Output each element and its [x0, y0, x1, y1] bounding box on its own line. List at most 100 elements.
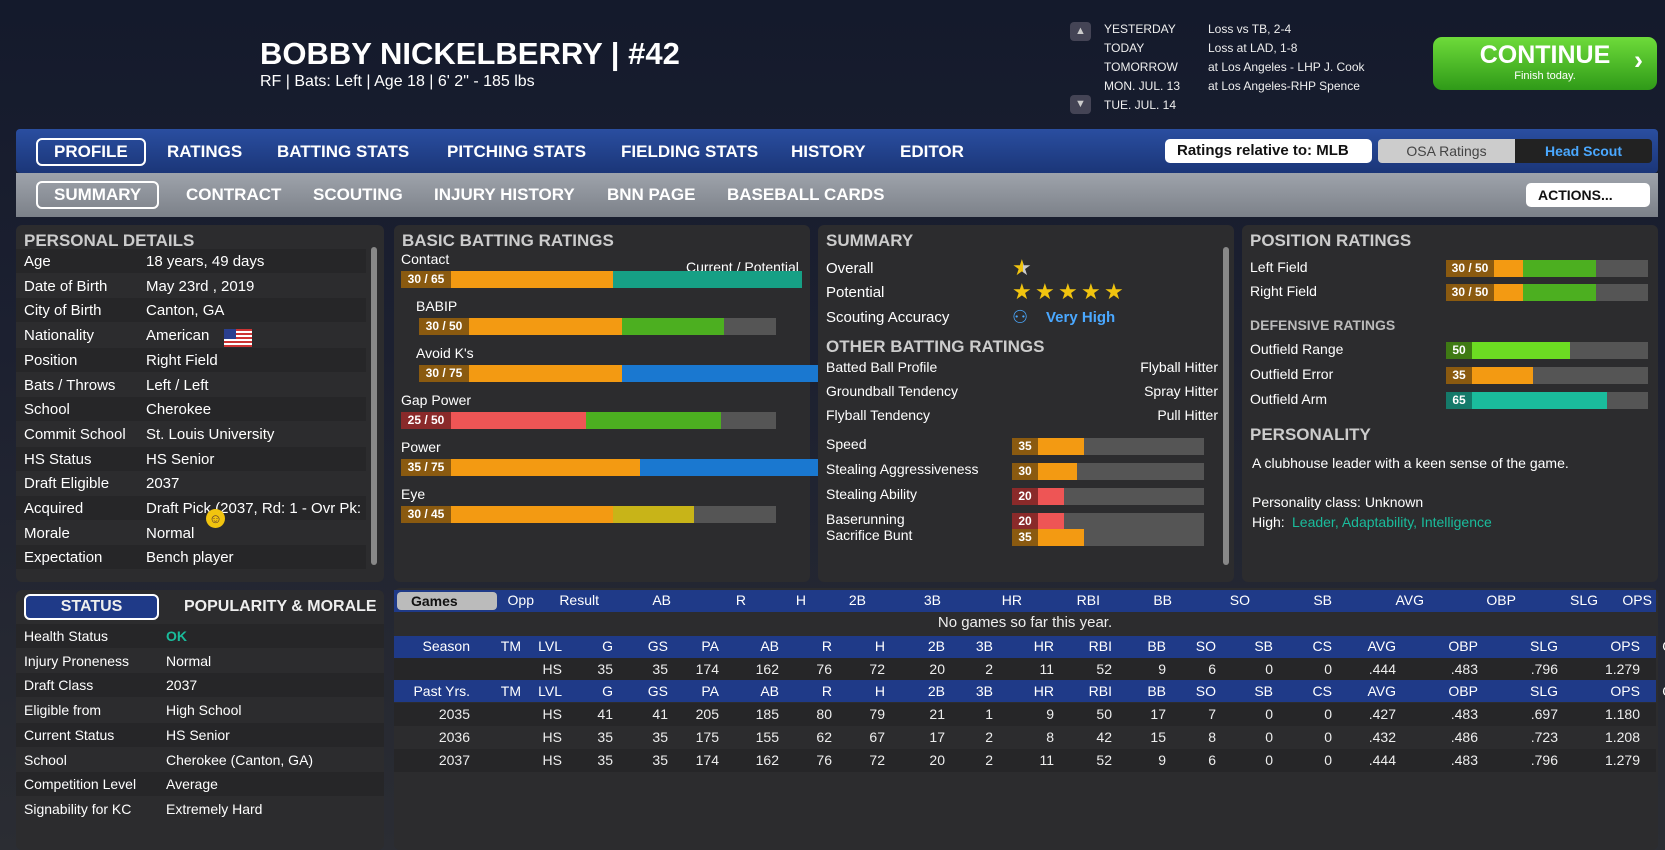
table-cell: .483 — [1450, 661, 1478, 677]
column-header: RBI — [1076, 592, 1100, 608]
tab-status[interactable]: STATUS — [24, 594, 159, 620]
table-row — [394, 726, 1656, 749]
tab-contract[interactable]: CONTRACT — [186, 185, 282, 204]
star-icon: ★ — [1081, 279, 1101, 304]
table-cell: .796 — [1530, 752, 1558, 768]
detail-value: 18 years, 49 days — [146, 253, 265, 270]
column-header: TM — [500, 683, 521, 699]
detail-value: Cherokee — [146, 401, 212, 419]
main-nav: PROFILE RATINGS BATTING STATS PITCHING S… — [16, 129, 1658, 173]
table-cell: .486 — [1450, 729, 1478, 745]
column-header: SB — [1254, 638, 1273, 654]
table-cell: 79 — [869, 706, 885, 722]
table-cell: HS — [542, 661, 562, 677]
player-name: BOBBY NICKELBERRY | #42 — [260, 36, 680, 71]
table-cell: 2035 — [438, 706, 470, 722]
table-cell: 35 — [597, 661, 613, 677]
games-select[interactable]: Games — [397, 592, 497, 610]
rating-value: 30 / 45 — [401, 506, 451, 523]
table-cell: HS — [542, 706, 562, 722]
tab-editor[interactable]: EDITOR — [900, 142, 964, 161]
table-cell: .723 — [1530, 729, 1558, 745]
rating-label: Eye — [401, 486, 426, 502]
tab-bnn-page[interactable]: BNN PAGE — [607, 185, 696, 204]
tab-pitching-stats[interactable]: PITCHING STATS — [447, 142, 587, 161]
rating-label: Gap Power — [401, 392, 472, 408]
tab-popularity-morale[interactable]: POPULARITY & MORALE — [184, 598, 377, 615]
table-cell: .483 — [1450, 706, 1478, 722]
table-cell: 0 — [1324, 661, 1332, 677]
detail-label: HS Status — [24, 450, 92, 468]
table-row — [16, 772, 384, 797]
current-bar — [469, 365, 623, 382]
scrollbar[interactable] — [371, 247, 377, 565]
detail-value: Draft Pick (2037, Rd: 1 - Ovr Pk: — [146, 500, 361, 517]
rating-value: 65 — [1446, 392, 1472, 409]
column-header: GS — [647, 683, 668, 699]
rating-value: Flyball Hitter — [1140, 359, 1218, 375]
column-header: RBI — [1088, 683, 1112, 699]
table-cell: 7 — [1208, 706, 1216, 722]
tab-batting-stats[interactable]: BATTING STATS — [277, 142, 410, 161]
table-row — [16, 520, 366, 545]
head-scout-toggle[interactable]: Head Scout — [1515, 139, 1652, 163]
tab-history[interactable]: HISTORY — [791, 142, 866, 161]
position-ratings-title: POSITION RATINGS — [1250, 231, 1412, 250]
table-cell: 72 — [869, 752, 885, 768]
table-cell: 11 — [1039, 661, 1054, 677]
scrollbar[interactable] — [1223, 247, 1229, 565]
table-cell: 185 — [755, 706, 779, 722]
table-cell: 35 — [597, 729, 613, 745]
column-header: Opp — [507, 592, 534, 608]
basic-batting-title: BASIC BATTING RATINGS — [402, 231, 614, 250]
column-header: SLG — [1569, 592, 1598, 608]
ratings-relative-select[interactable]: Ratings relative to: MLB — [1165, 139, 1372, 163]
column-header: RBI — [1088, 638, 1112, 654]
personality-high-label: High: — [1252, 514, 1285, 530]
tab-baseball-cards[interactable]: BASEBALL CARDS — [727, 185, 885, 204]
table-row — [16, 545, 366, 570]
column-header: AB — [652, 592, 671, 608]
table-cell: 11 — [1039, 752, 1054, 768]
tab-ratings[interactable]: RATINGS — [167, 142, 243, 161]
status-label: Signability for KC — [24, 800, 132, 817]
schedule-row: TODAY Loss at LAD, 1-8 — [1104, 41, 1298, 55]
tab-fielding-stats[interactable]: FIELDING STATS — [621, 142, 759, 161]
scouting-accuracy-value: Very High — [1046, 309, 1116, 326]
schedule-down-arrow-icon[interactable]: ▼ — [1070, 95, 1091, 114]
table-row — [16, 323, 366, 348]
rating-bar — [1446, 342, 1570, 359]
actions-dropdown[interactable]: ACTIONS... — [1526, 183, 1650, 207]
detail-value: 2037 — [146, 475, 180, 493]
tab-summary[interactable]: SUMMARY — [36, 181, 160, 209]
column-header: H — [795, 592, 806, 608]
detail-value: May 23rd , 2019 — [146, 277, 255, 295]
table-cell: 72 — [869, 661, 885, 677]
table-cell: 3.3 — [394, 661, 1665, 677]
table-row — [16, 496, 366, 520]
column-header: OPS — [1610, 638, 1640, 654]
table-cell: 162 — [755, 661, 779, 677]
schedule-row: TOMORROW at Los Angeles - LHP J. Cook — [1104, 60, 1365, 74]
detail-label: Nationality — [24, 327, 95, 345]
detail-value: Right Field — [146, 351, 218, 369]
rating-label: Contact — [401, 251, 450, 267]
table-row — [16, 372, 366, 397]
column-header: AVG — [1395, 592, 1424, 608]
continue-button[interactable]: CONTINUE Finish today. › — [1433, 37, 1657, 90]
osa-ratings-toggle[interactable]: OSA Ratings — [1378, 139, 1515, 163]
current-bar — [1492, 260, 1524, 277]
detail-value: American — [146, 327, 210, 345]
table-cell: .796 — [1530, 661, 1558, 677]
table-cell: 6 — [1208, 752, 1216, 768]
column-header: Season — [422, 638, 470, 654]
tab-scouting[interactable]: SCOUTING — [313, 185, 403, 204]
table-cell: 42 — [1096, 729, 1112, 745]
column-header: SO — [1229, 592, 1250, 608]
column-header: LVL — [538, 683, 562, 699]
tab-profile[interactable]: PROFILE — [36, 138, 146, 166]
defense-label: Outfield Range — [1250, 341, 1344, 357]
table-cell: 17 — [929, 729, 945, 745]
schedule-up-arrow-icon[interactable]: ▲ — [1070, 22, 1091, 41]
tab-injury-history[interactable]: INJURY HISTORY — [434, 185, 575, 204]
